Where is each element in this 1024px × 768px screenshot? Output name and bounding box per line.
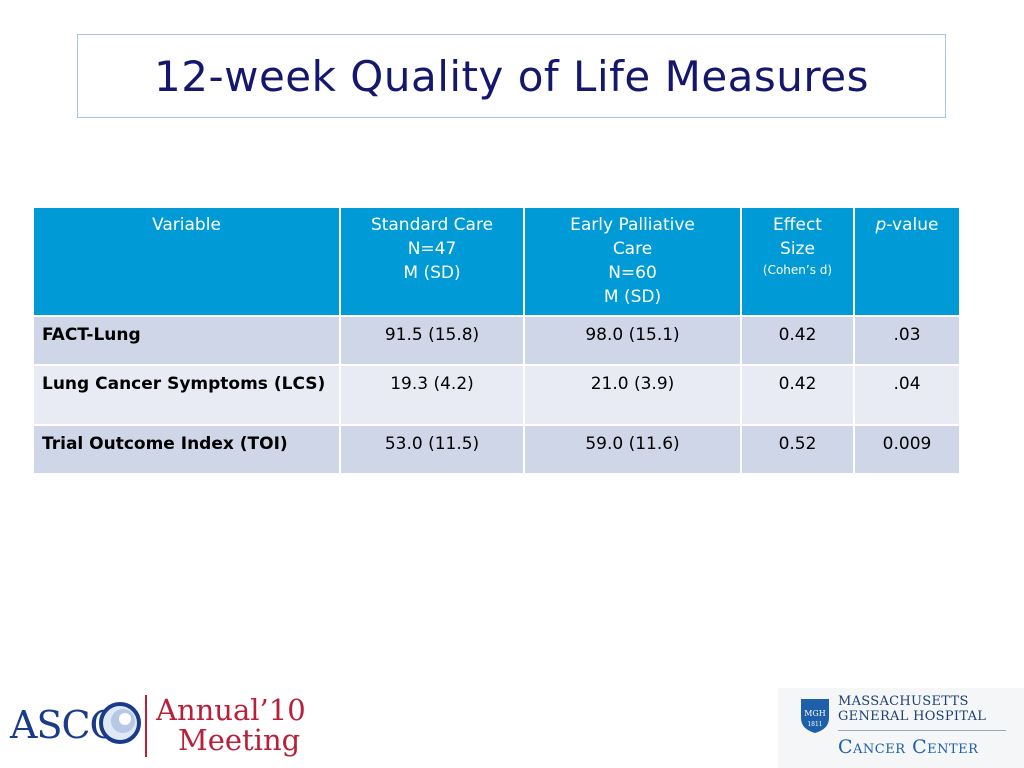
mgh-shield-year: 1811 <box>807 721 822 728</box>
cell-standard-care: 91.5 (15.8) <box>339 315 525 366</box>
cell-effect-size: 0.42 <box>740 315 855 366</box>
header-p-value: p-value <box>853 206 961 317</box>
cell-early-palliative: 59.0 (11.6) <box>523 424 742 475</box>
cell-variable: Trial Outcome Index (TOI) <box>32 424 341 475</box>
header-standard-care: Standard Care N=47 M (SD) <box>339 206 525 317</box>
cell-variable: FACT-Lung <box>32 315 341 366</box>
cell-effect-size: 0.52 <box>740 424 855 475</box>
mgh-name: MASSACHUSETTS GENERAL HOSPITAL <box>838 694 987 724</box>
header-variable: Variable <box>32 206 341 317</box>
logo-separator <box>145 695 147 757</box>
mgh-cancer-center-logo: MGH 1811 MASSACHUSETTS GENERAL HOSPITAL … <box>778 688 1024 768</box>
cell-p-value: 0.009 <box>853 424 961 475</box>
mgh-shield-icon: MGH 1811 <box>801 699 829 733</box>
asco-annual-meeting-logo: ASCO Annual’10 Meeting <box>10 693 306 763</box>
cell-p-value: .03 <box>853 315 961 366</box>
table-row: FACT-Lung 91.5 (15.8) 98.0 (15.1) 0.42 .… <box>32 315 961 366</box>
mgh-shield-text: MGH <box>804 709 826 718</box>
asco-globe-icon <box>99 702 141 744</box>
annual-meeting-text: Annual’10 Meeting <box>156 693 306 757</box>
table-header-row: Variable Standard Care N=47 M (SD) Early… <box>32 206 961 317</box>
mgh-divider <box>838 730 1006 731</box>
cell-standard-care: 19.3 (4.2) <box>339 364 525 426</box>
cell-standard-care: 53.0 (11.5) <box>339 424 525 475</box>
table-row: Trial Outcome Index (TOI) 53.0 (11.5) 59… <box>32 424 961 475</box>
cell-early-palliative: 21.0 (3.9) <box>523 364 742 426</box>
table-row: Lung Cancer Symptoms (LCS) 19.3 (4.2) 21… <box>32 364 961 426</box>
cell-variable: Lung Cancer Symptoms (LCS) <box>32 364 341 426</box>
title-box: 12-week Quality of Life Measures <box>77 34 946 118</box>
header-effect-size: Effect Size (Cohen’s d) <box>740 206 855 317</box>
cancer-center-text: Cancer Center <box>838 736 979 758</box>
header-early-palliative-care: Early Palliative Care N=60 M (SD) <box>523 206 742 317</box>
quality-of-life-table: Variable Standard Care N=47 M (SD) Early… <box>32 206 961 475</box>
cell-early-palliative: 98.0 (15.1) <box>523 315 742 366</box>
slide-title: 12-week Quality of Life Measures <box>154 51 869 101</box>
cell-effect-size: 0.42 <box>740 364 855 426</box>
cell-p-value: .04 <box>853 364 961 426</box>
